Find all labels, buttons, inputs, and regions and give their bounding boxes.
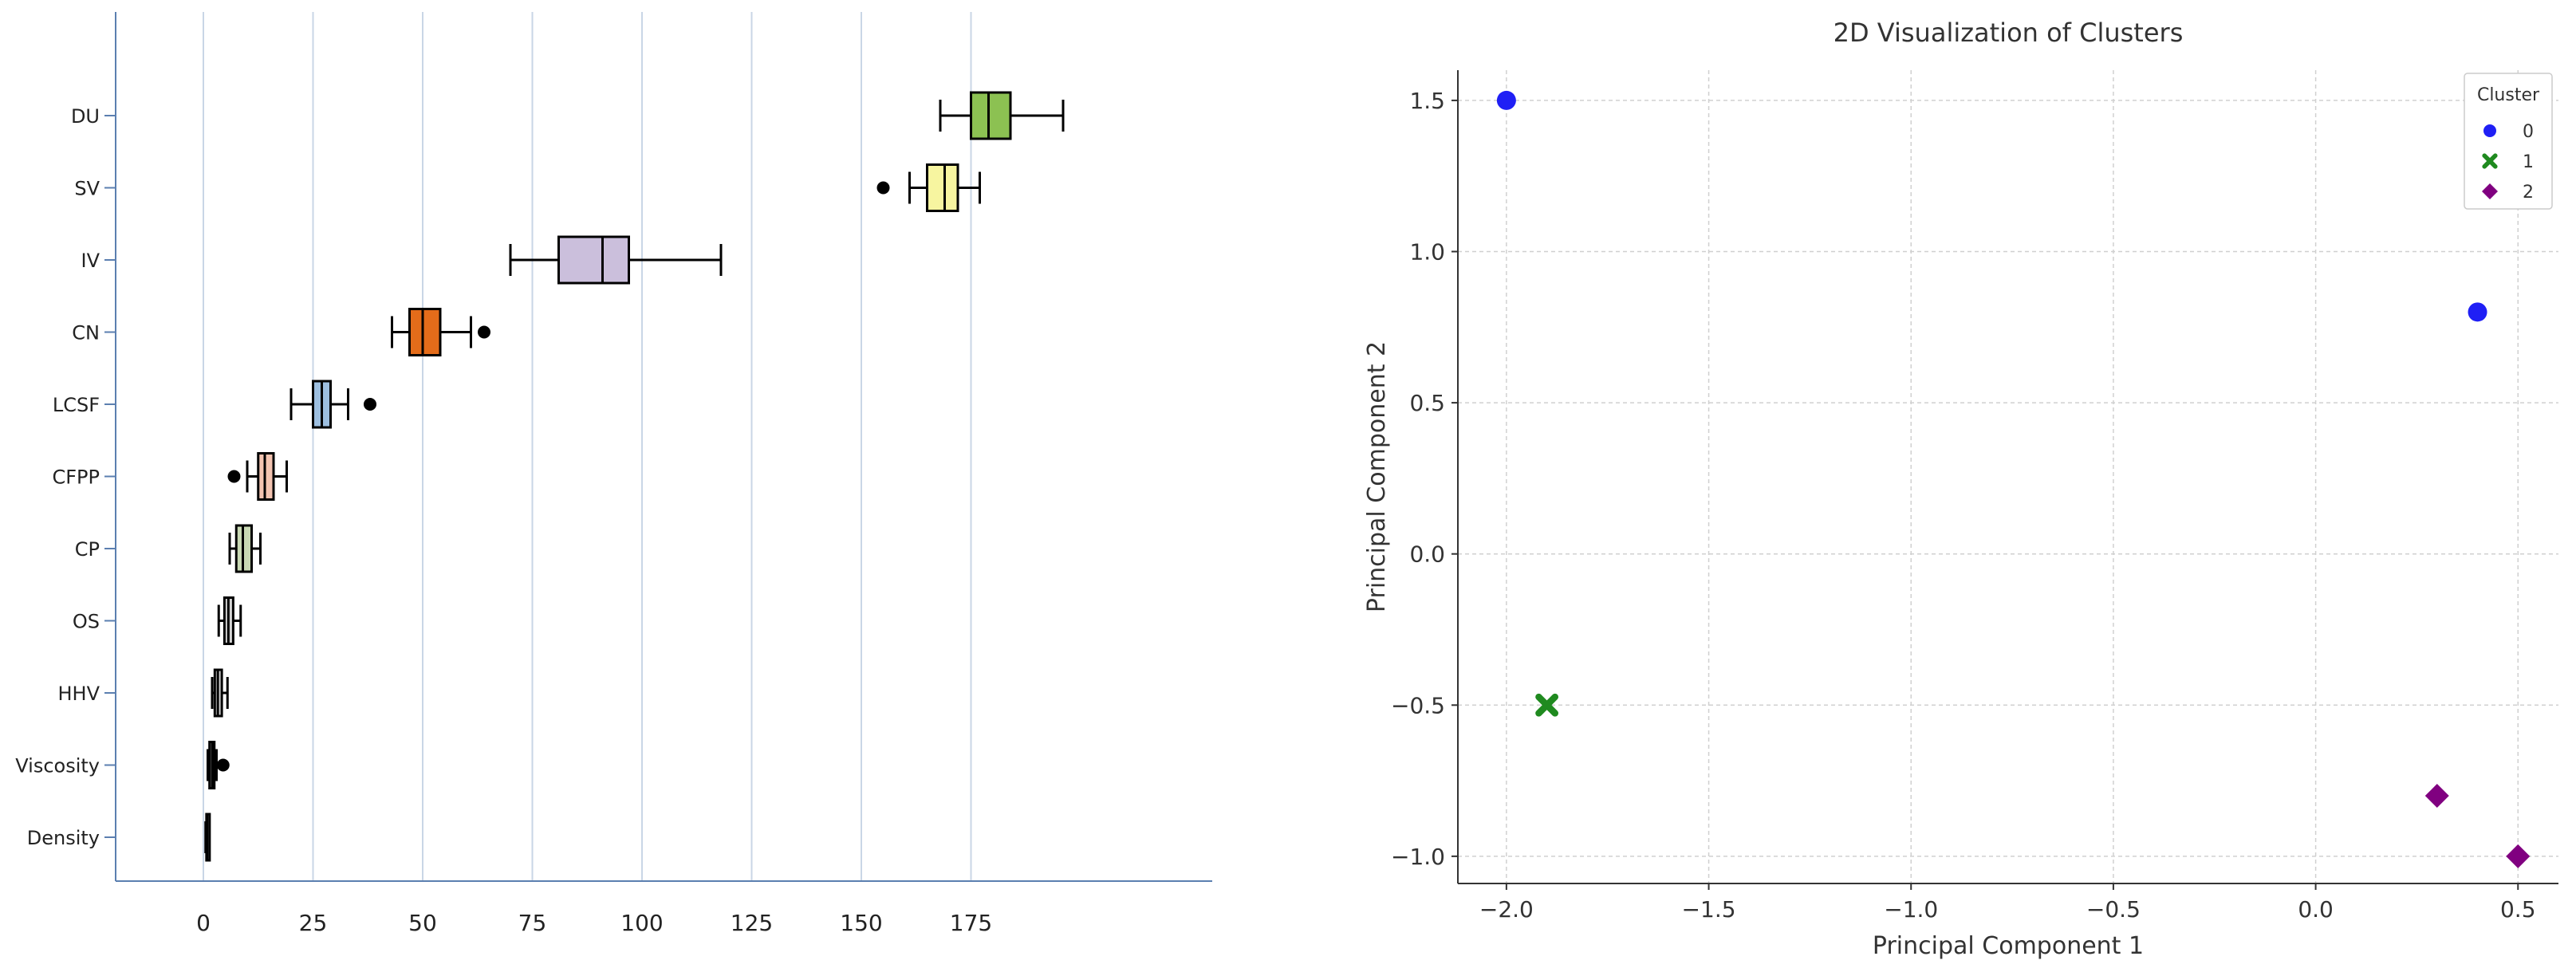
y-tick-label: CP (75, 538, 100, 561)
y-tick-label: 1.0 (1409, 239, 1445, 266)
legend-label: 1 (2523, 152, 2534, 172)
y-tick-label: Density (27, 827, 100, 849)
x-tick-label: 100 (620, 910, 663, 936)
chart-title: 2D Visualization of Clusters (1834, 18, 2184, 48)
outlier-point (478, 325, 490, 339)
cluster-1-point-stroke (1535, 693, 1559, 717)
x-tick-label: 0 (196, 910, 211, 936)
y-axis-label: Principal Component 2 (1363, 341, 1391, 612)
y-tick-label: −1.0 (1391, 844, 1445, 870)
legend-marker-0 (2483, 124, 2496, 137)
y-tick-label: 1.5 (1409, 88, 1445, 114)
y-tick-label: OS (73, 611, 100, 633)
cluster-1-point (1535, 693, 1559, 717)
cluster-scatter-panel: 2D Visualization of Clusters −2.0 −1.5 −1.0… (1324, 0, 2576, 969)
legend-marker-1 (2482, 153, 2498, 169)
box-rect (408, 308, 442, 356)
box-rect (557, 235, 630, 285)
cluster-0-point (2468, 302, 2487, 322)
cluster-2-point (2424, 784, 2449, 809)
x-axis-label: Principal Component 1 (1873, 932, 2144, 960)
outlier-point (876, 181, 890, 195)
box-rect (970, 91, 1012, 140)
outlier-point (364, 398, 376, 411)
x-tick-label: 75 (518, 910, 547, 936)
y-tick-label: CN (72, 322, 100, 344)
outlier-point (216, 758, 230, 772)
legend-box (2464, 73, 2553, 210)
cluster-0-point (1496, 90, 1516, 110)
x-tick-label: 0.0 (2298, 896, 2334, 923)
legend-title: Cluster (2477, 85, 2540, 105)
y-tick-label: HHV (57, 683, 100, 705)
y-tick-label: IV (81, 250, 100, 272)
x-tick-label: 150 (840, 910, 882, 936)
x-tick-label: 175 (950, 910, 992, 936)
x-tick-label: −1.5 (1682, 896, 1736, 923)
x-tick-label: 125 (731, 910, 773, 936)
x-tick-label: −2.0 (1479, 896, 1534, 923)
y-tick-label: 0.0 (1409, 541, 1445, 568)
x-tick-label: −1.0 (1884, 896, 1938, 923)
legend-marker-2 (2482, 183, 2498, 199)
legend-label: 2 (2523, 183, 2534, 203)
y-tick-label: LCSF (53, 394, 100, 416)
cluster-scatter-chart: 2D Visualization of Clusters −2.0 −1.5 −1.0… (1363, 18, 2558, 960)
x-tick-label: 25 (299, 910, 328, 936)
cluster-2-point (2506, 844, 2531, 868)
box-plot-panel: 0 25 50 75 100 125 150 175 DU SV IV CN LCSF CFPP CP OS H… (0, 0, 1276, 969)
box-plot-chart: 0 25 50 75 100 125 150 175 DU SV IV CN LCSF CFPP CP OS H… (15, 12, 1212, 936)
y-tick-label: Viscosity (15, 755, 100, 777)
outlier-point (227, 470, 241, 483)
box-rect (926, 163, 959, 212)
legend-label: 0 (2523, 122, 2534, 142)
x-tick-label: −0.5 (2086, 896, 2141, 923)
y-tick-label: SV (74, 178, 100, 200)
y-tick-label: 0.5 (1409, 390, 1445, 416)
x-tick-label: 50 (408, 910, 437, 936)
y-tick-label: DU (71, 105, 100, 128)
y-tick-label: −0.5 (1391, 692, 1445, 718)
legend-marker-1-stroke (2482, 153, 2498, 169)
x-tick-label: 0.5 (2500, 896, 2536, 923)
y-tick-label: CFPP (52, 466, 100, 489)
